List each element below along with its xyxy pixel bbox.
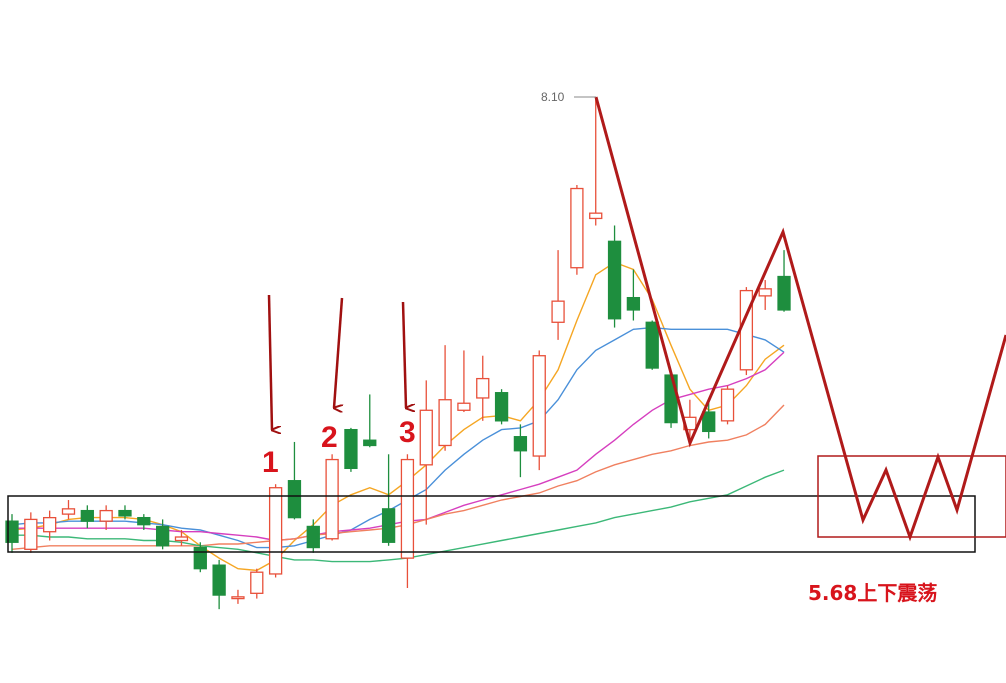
forecast-box [817,455,1006,538]
trend-zigzag [594,96,1006,542]
candle-body [344,428,358,470]
moving-average [12,351,785,542]
plot-area [5,97,791,610]
high-label: 8.10 [541,90,565,104]
annotation-label: 2 [321,421,338,454]
arrow [267,294,272,430]
candle-body [325,458,339,540]
candle-body [400,458,415,559]
candle-body [155,525,170,547]
arrow [334,297,342,408]
candle-body [212,564,226,596]
candle-body [61,508,76,515]
moving-average [11,404,785,550]
candle-body [777,275,791,311]
candle-body [80,509,94,522]
candle-body [268,487,283,575]
candle-body [193,546,207,570]
arrow [401,301,406,408]
range-box [7,495,976,553]
candle-body [306,525,320,549]
candle-body [438,399,452,447]
candle-body [174,536,189,542]
candle-body [287,480,302,519]
candle-body [702,411,716,433]
moving-average [12,469,785,563]
candle-body [5,520,19,543]
candle-body [419,409,433,466]
candle-body [494,392,509,422]
candle-body [551,300,565,323]
candle-body [24,518,38,550]
candle-body [99,509,113,522]
candle-body [137,516,151,526]
candle-body [607,240,622,320]
candle-body [43,516,57,533]
candle-body [758,288,772,297]
candle-body [363,439,377,447]
candle-body [664,374,678,424]
note: 5.68上下震荡 [808,581,937,605]
candle-body [476,377,490,399]
annotation-label: 3 [399,416,416,449]
candle-body [645,321,659,369]
candle-body [626,296,641,311]
candle-body [381,508,396,543]
candle-body [231,596,245,600]
annotation-label: 1 [262,446,279,479]
candle-body [720,388,735,422]
candle-body [570,187,584,269]
candle-body [250,571,264,594]
candle-body [118,509,132,517]
candle-body [589,212,603,220]
candle-body [457,402,471,411]
candle-body [513,436,528,452]
candle-body [532,355,546,457]
